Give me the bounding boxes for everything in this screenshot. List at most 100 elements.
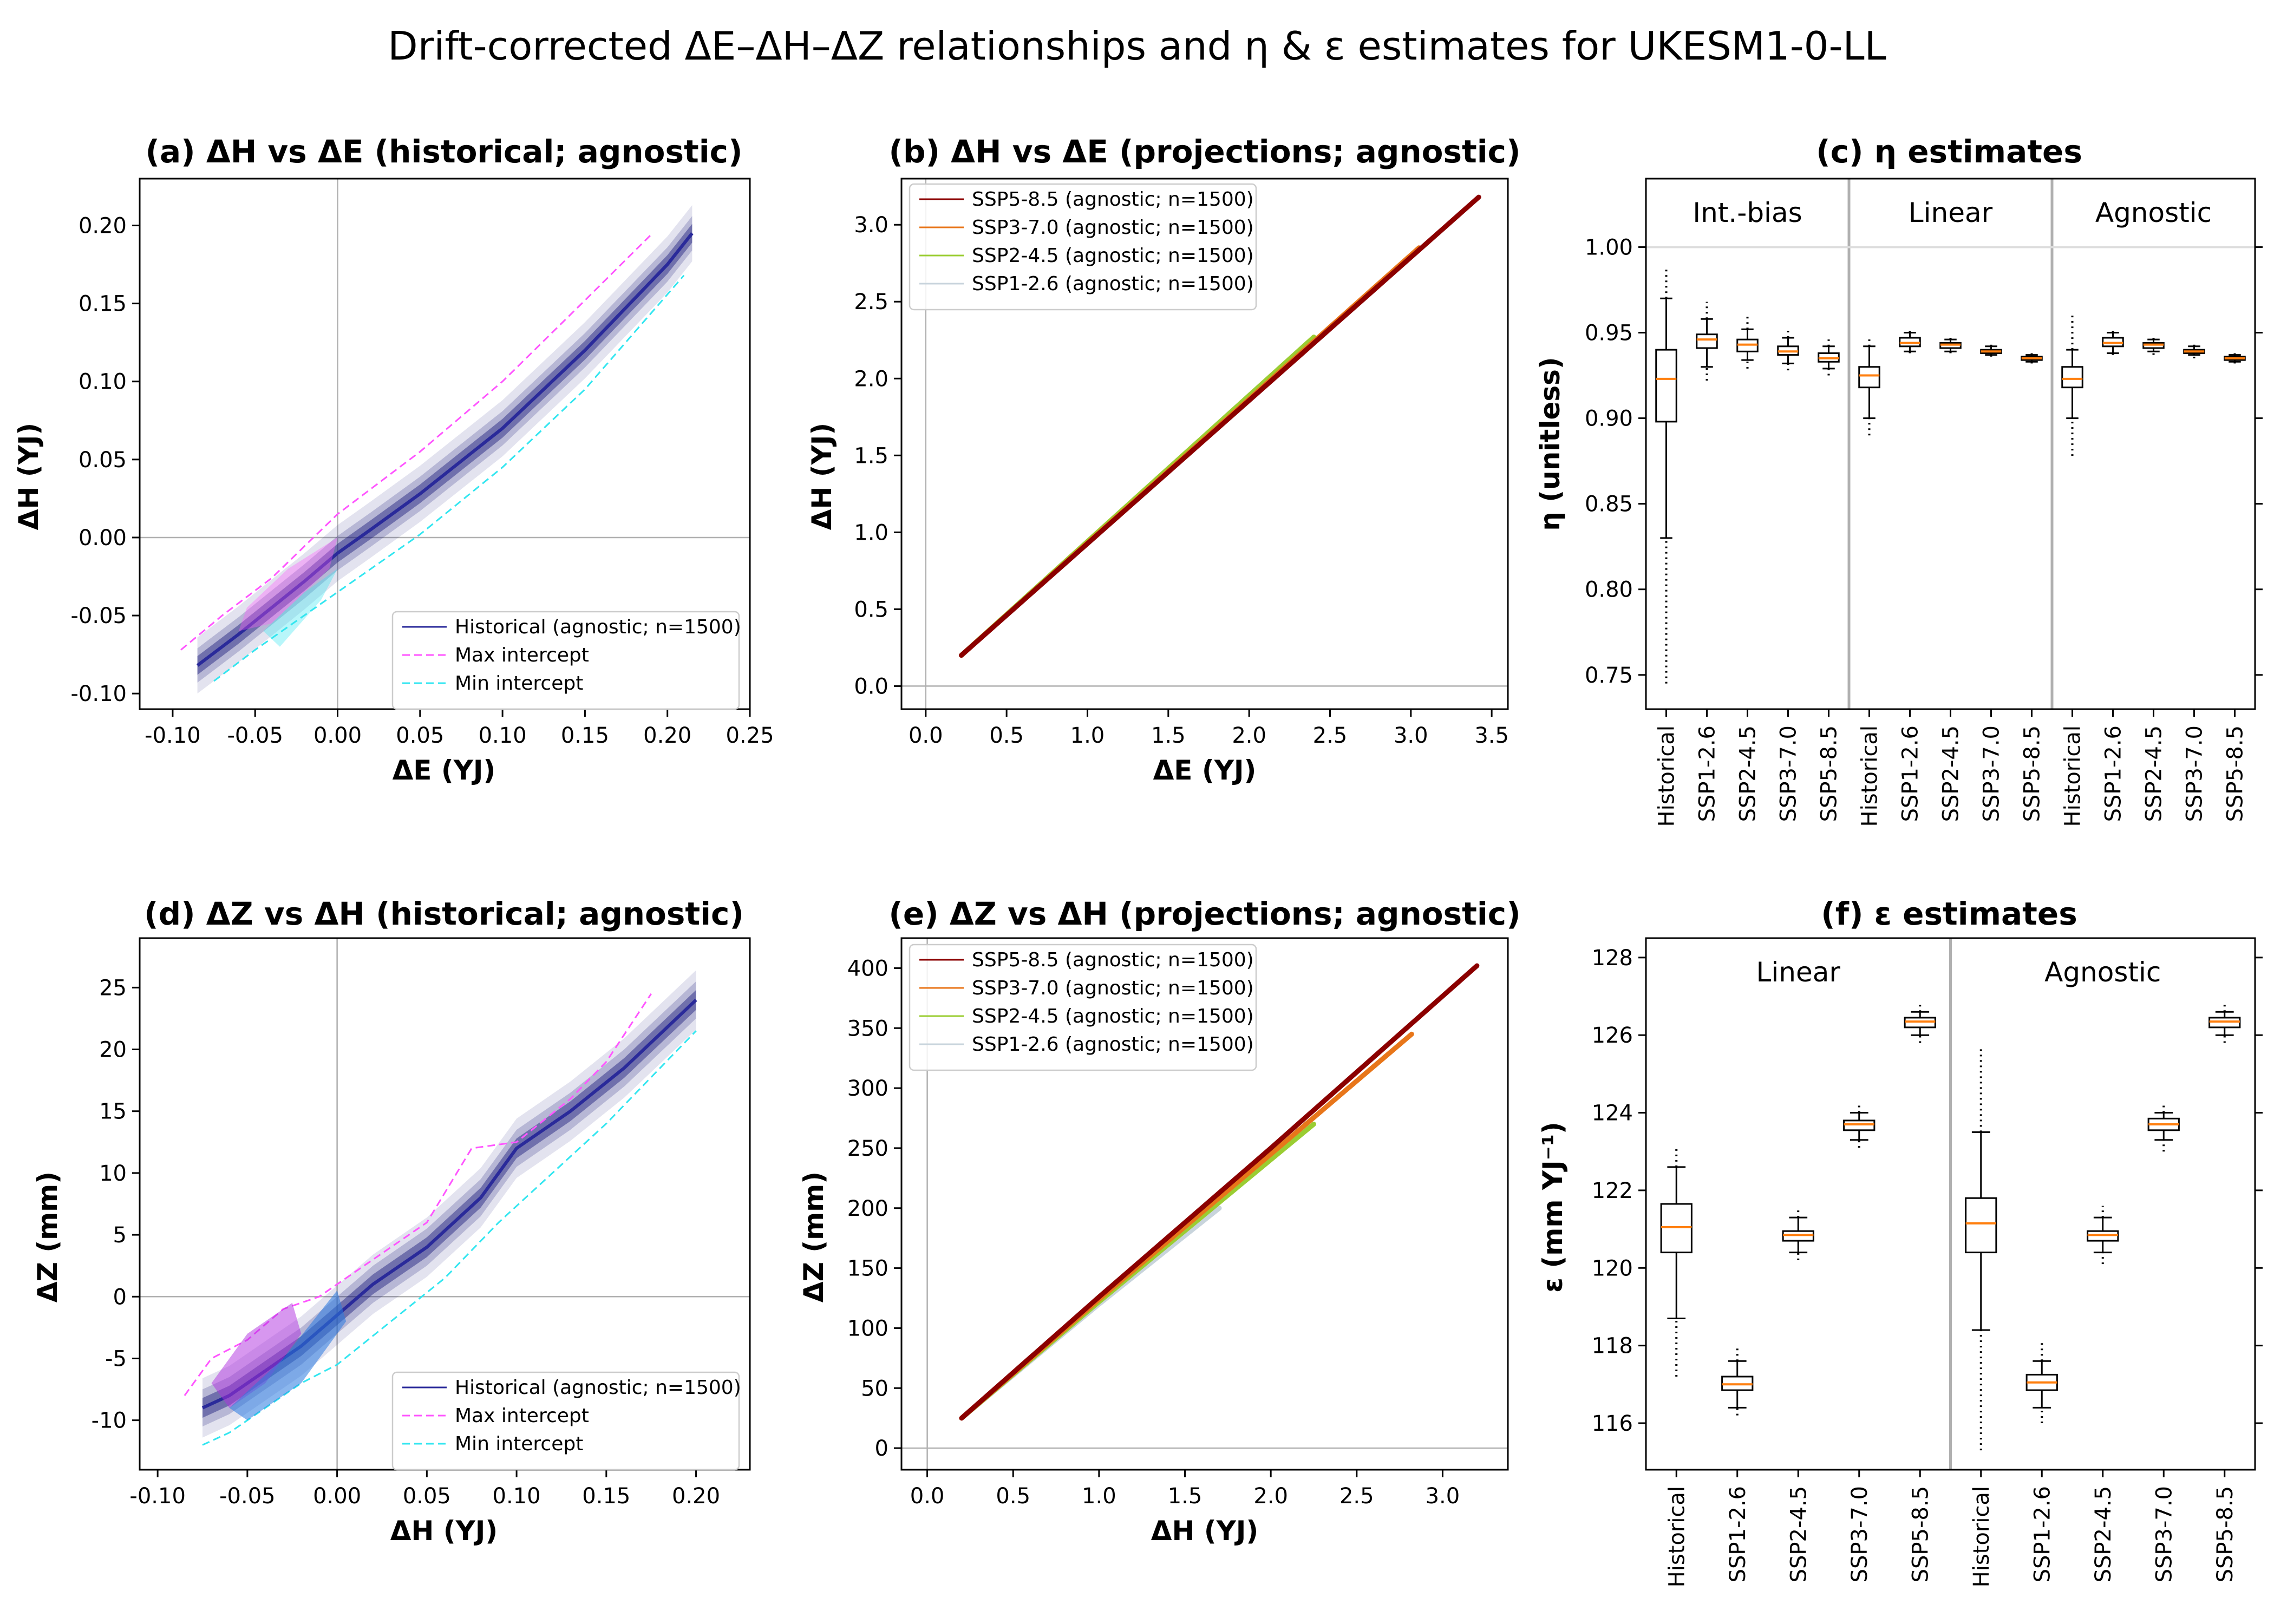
- y-tick-label: 350: [847, 1016, 888, 1041]
- panel-b: (b) ΔH vs ΔE (projections; agnostic) ΔE …: [806, 133, 1521, 786]
- category-label: SSP1-2.6: [1695, 725, 1720, 822]
- x-tick-label: 0.5: [989, 723, 1024, 748]
- y-tick-label: 0.95: [1585, 321, 1633, 346]
- x-tick-label: -0.05: [219, 1484, 276, 1509]
- panel-b-ylabel: ΔH (YJ): [806, 423, 838, 530]
- category-label: Historical: [1655, 725, 1680, 827]
- category-label: SSP2-4.5: [1786, 1486, 1811, 1582]
- x-tick-label: 3.0: [1394, 723, 1428, 748]
- x-tick-label: 0.15: [561, 723, 609, 748]
- panel-f-ylabel: ε (mm YJ⁻¹): [1537, 1122, 1569, 1293]
- legend-label: Max intercept: [455, 1405, 589, 1427]
- y-tick-label: 124: [1592, 1101, 1633, 1126]
- panel-b-title: (b) ΔH vs ΔE (projections; agnostic): [888, 133, 1520, 170]
- group-label: Linear: [1756, 957, 1841, 988]
- category-label: SSP2-4.5: [2142, 725, 2167, 822]
- historical-band: [197, 224, 692, 675]
- legend-label: Min intercept: [455, 672, 583, 695]
- legend-box: [909, 944, 1257, 1071]
- panel-d-title: (d) ΔZ vs ΔH (historical; agnostic): [144, 895, 744, 932]
- panel-c-ylabel: η (unitless): [1534, 357, 1566, 531]
- y-tick-label: -5: [105, 1346, 127, 1371]
- group-label: Int.-bias: [1693, 197, 1802, 228]
- y-tick-label: 200: [847, 1196, 888, 1221]
- legend-label: SSP1-2.6 (agnostic; n=1500): [972, 273, 1254, 295]
- panel-f-title: (f) ε estimates: [1821, 895, 2077, 932]
- y-tick-label: -0.10: [71, 682, 127, 706]
- y-tick-label: 0.10: [79, 370, 127, 395]
- plot-area-d: -0.10 -0.05 0.00 0.05 0.10 0.15 0.20 -10 -5 0 5 10 1…: [92, 937, 751, 1509]
- y-tick-label: 0.90: [1585, 407, 1633, 431]
- axes-frame: [900, 937, 1509, 1471]
- category-label: SSP2-4.5: [2091, 1486, 2116, 1582]
- panel-c: (c) η estimates η (unitless): [1534, 133, 2082, 531]
- category-label: SSP2-4.5: [1939, 725, 1964, 822]
- panel-a-ylabel: ΔH (YJ): [13, 423, 44, 530]
- y-tick-label: 0.5: [854, 597, 888, 622]
- y-tick-label: 1.0: [854, 520, 888, 545]
- x-tick-label: 3.0: [1426, 1484, 1460, 1509]
- group-label: Linear: [1909, 197, 1993, 228]
- category-label: SSP5-8.5: [2223, 725, 2248, 822]
- y-tick-label: 0.05: [79, 448, 127, 473]
- y-tick-label: 1.00: [1585, 235, 1633, 260]
- y-tick-label: 0.20: [79, 213, 127, 238]
- x-tick-label: 0.15: [582, 1484, 630, 1509]
- x-tick-label: 0.0: [909, 723, 943, 748]
- x-tick-label: 0.25: [726, 723, 774, 748]
- x-tick-label: 0.0: [910, 1484, 945, 1509]
- y-tick-label: 116: [1592, 1411, 1633, 1436]
- category-label: SSP5-8.5: [2020, 725, 2045, 822]
- x-tick-label: 2.5: [1339, 1484, 1374, 1509]
- y-tick-label: 150: [847, 1256, 888, 1281]
- x-tick-label: 0.10: [479, 723, 527, 748]
- min-intercept-cloud: [229, 1290, 347, 1420]
- historical-band: [197, 205, 692, 694]
- y-tick-label: 0.15: [79, 292, 127, 317]
- panel-a-xlabel: ΔE (YJ): [393, 755, 496, 786]
- group-label: Agnostic: [2044, 957, 2161, 988]
- x-tick-label: -0.10: [145, 723, 201, 748]
- y-tick-label: 128: [1592, 946, 1633, 971]
- legend-label: Min intercept: [455, 1433, 583, 1455]
- min-intercept-cloud: [263, 568, 338, 647]
- legend-label: Historical (agnostic; n=1500): [455, 616, 741, 638]
- figure-title: Drift-corrected ΔE–ΔH–ΔZ relationships a…: [388, 23, 1886, 69]
- y-tick-label: 400: [847, 956, 888, 981]
- x-tick-label: 3.5: [1474, 723, 1509, 748]
- x-tick-label: 2.0: [1232, 723, 1266, 748]
- y-tick-label: 300: [847, 1076, 888, 1101]
- x-tick-label: -0.05: [227, 723, 283, 748]
- y-tick-label: 3.0: [854, 213, 888, 238]
- panel-a-title: (a) ΔH vs ΔE (historical; agnostic): [145, 133, 742, 170]
- max-intercept-cloud: [238, 537, 338, 631]
- legend-box: [391, 1371, 740, 1471]
- y-tick-label: 0.00: [79, 526, 127, 551]
- x-tick-label: 0.05: [396, 723, 444, 748]
- x-tick-label: 1.0: [1082, 1484, 1116, 1509]
- category-label: SSP3-7.0: [1776, 725, 1801, 822]
- category-label: Historical: [1858, 725, 1883, 827]
- y-tick-label: 2.5: [854, 290, 888, 315]
- y-tick-label: 100: [847, 1316, 888, 1341]
- category-label: SSP1-2.6: [1726, 1486, 1750, 1582]
- category-label: SSP3-7.0: [1979, 725, 2004, 822]
- category-label: Historical: [1664, 1486, 1689, 1587]
- x-tick-label: 0.10: [493, 1484, 541, 1509]
- panel-e-title: (e) ΔZ vs ΔH (projections; agnostic): [888, 895, 1520, 932]
- y-tick-label: 0.75: [1585, 663, 1633, 688]
- legend-box: [909, 183, 1257, 311]
- category-label: Historical: [2061, 725, 2086, 827]
- y-tick-label: 2.0: [854, 366, 888, 391]
- y-tick-label: 0.85: [1585, 492, 1633, 517]
- box: [1965, 1197, 1997, 1254]
- series-min-intercept-line: [202, 1030, 697, 1446]
- series-max-intercept-line: [180, 234, 652, 651]
- y-tick-label: 118: [1592, 1334, 1633, 1359]
- box: [1696, 333, 1718, 349]
- max-intercept-cloud: [211, 1302, 302, 1408]
- legend-label: SSP2-4.5 (agnostic; n=1500): [972, 245, 1254, 267]
- panel-d-xlabel: ΔH (YJ): [390, 1515, 498, 1547]
- y-tick-label: 122: [1592, 1178, 1633, 1203]
